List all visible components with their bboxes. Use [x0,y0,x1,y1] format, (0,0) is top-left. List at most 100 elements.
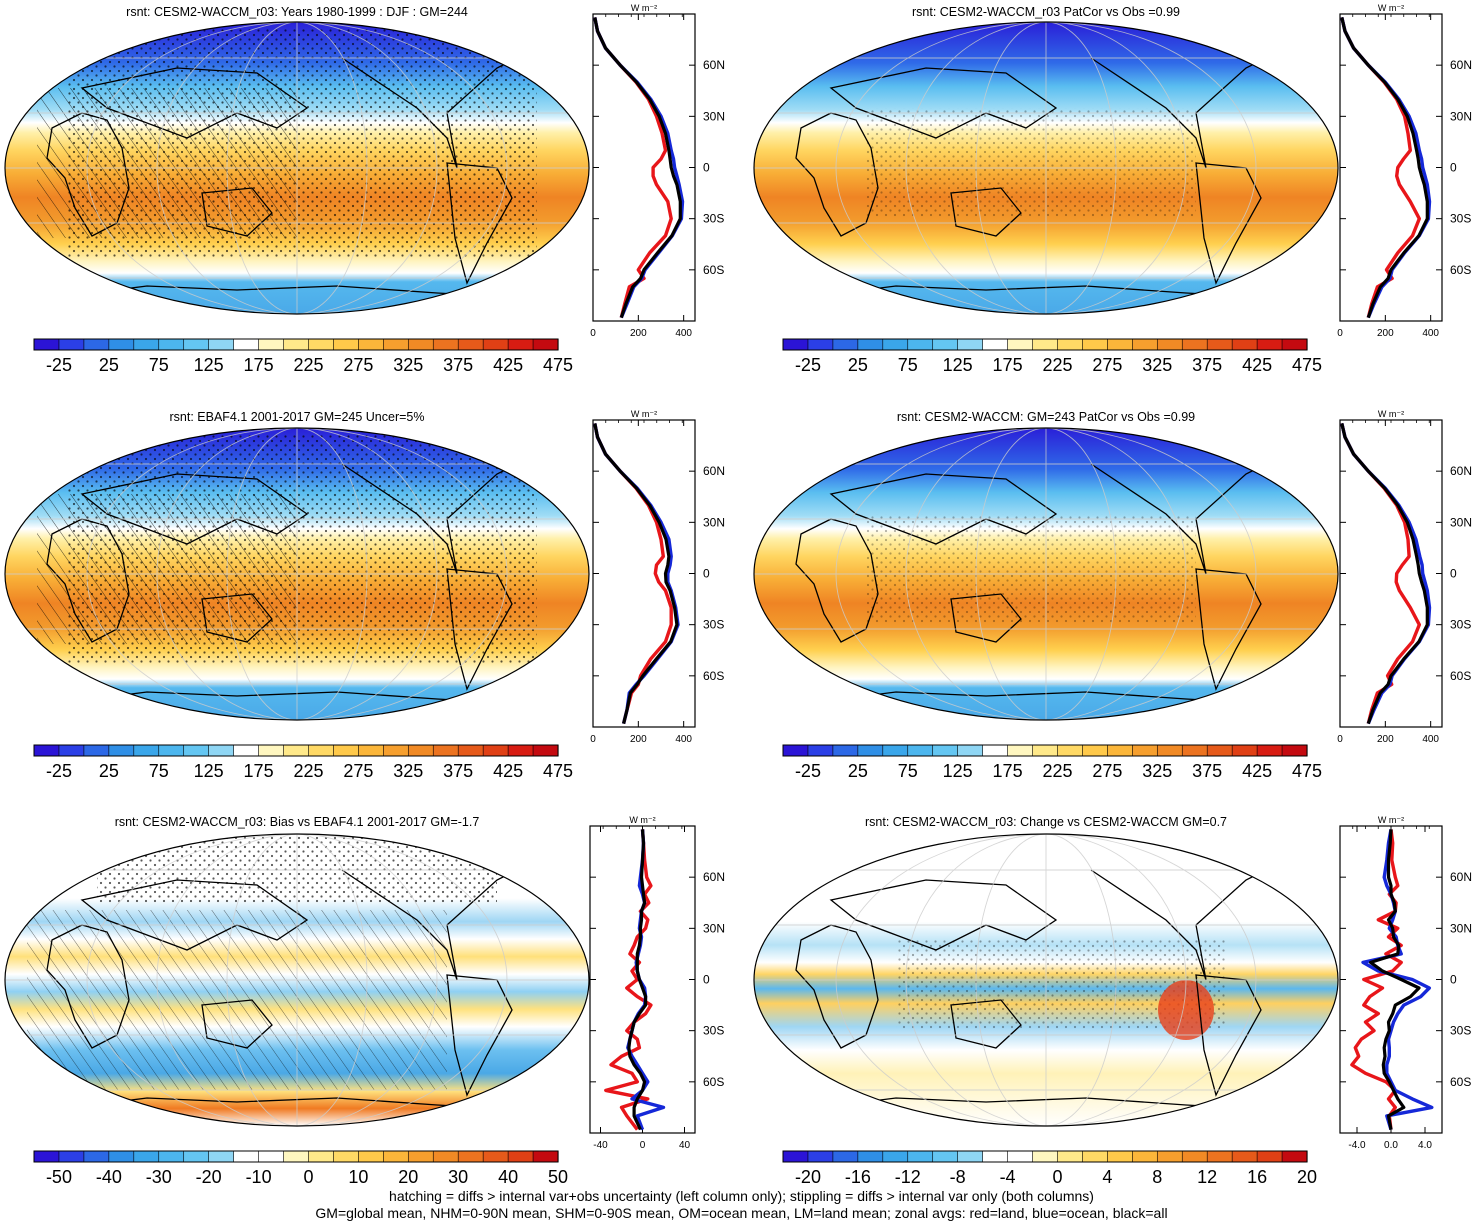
colorbar-box-8 [233,744,260,757]
panel-0-title: rsnt: CESM2-WACCM_r03: Years 1980-1999 :… [126,5,468,19]
colorbar-box-9 [1007,744,1034,757]
colorbar-tick-label: 75 [898,355,918,375]
panel-3-zonal-mean: 0 200 400 W m⁻² 60N 30N 0 30S 60S [1337,409,1472,745]
colorbar-box-19 [1256,744,1283,757]
zonal-ytick-label: 0 [703,973,710,987]
panel-4-hatch-region [27,910,447,1090]
colorbar-box-15 [1156,1150,1183,1163]
colorbar-box-5 [907,744,934,757]
colorbar-box-2 [83,1150,110,1163]
colorbar-box-13 [358,744,384,757]
colorbar-tick-label: 75 [898,761,918,781]
colorbar-box-10 [1032,744,1059,757]
zonal-ytick-label: 0 [1450,973,1457,987]
colorbar-tick-label: -40 [96,1167,122,1187]
zonal-series-all [1340,17,1429,319]
colorbar-box-3 [857,1150,884,1163]
colorbar-box-8 [982,1150,1009,1163]
colorbar-tick-label: 275 [343,355,373,375]
panel-4: rsnt: CESM2-WACCM_r03: Bias vs EBAF4.1 2… [4,815,725,1187]
colorbar-tick-label: 175 [993,355,1023,375]
colorbar-tick-label: 40 [498,1167,518,1187]
colorbar-box-17 [457,1150,484,1163]
panel-1-title: rsnt: CESM2-WACCM_r03 PatCor vs Obs =0.9… [912,5,1180,19]
colorbar-box-0 [782,338,809,351]
colorbar-box-11 [1057,1150,1084,1163]
colorbar-box-13 [1107,744,1133,757]
colorbar-box-20 [532,338,559,351]
colorbar-box-17 [1206,744,1233,757]
colorbar-box-2 [832,744,859,757]
colorbar-box-2 [832,338,859,351]
colorbar-frame [782,744,1308,757]
panel-5-hotspot [1158,980,1214,1040]
zonal-xtick-label: 0 [640,1140,646,1151]
colorbar-box-18 [1231,338,1258,351]
panel-4-title: rsnt: CESM2-WACCM_r03: Bias vs EBAF4.1 2… [115,815,480,829]
colorbar-box-16 [432,744,459,757]
colorbar-box-18 [1231,1150,1258,1163]
colorbar-tick-label: -8 [950,1167,966,1187]
panel-1-stipple-region [866,108,1196,218]
colorbar-tick-label: 20 [398,1167,418,1187]
zonal-frame [592,419,696,728]
panel-2-title: rsnt: EBAF4.1 2001-2017 GM=245 Uncer=5% [169,410,424,424]
colorbar-box-20 [532,1150,559,1163]
panel-3: rsnt: CESM2-WACCM: GM=243 PatCor vs Obs … [753,409,1472,781]
colorbar-tick-label: 275 [343,761,373,781]
colorbar-box-8 [982,338,1009,351]
zonal-series-all [1369,829,1421,1130]
colorbar-box-6 [932,338,959,351]
colorbar-box-20 [1281,338,1308,351]
colorbar-box-12 [333,338,359,351]
panel-0-colorbar: -25 25 75 125 175 225 275 325 375 425 475 [33,338,573,375]
colorbar-box-7 [208,338,235,351]
colorbar-tick-label: -25 [46,355,72,375]
colorbar-box-11 [308,744,335,757]
zonal-ytick-label: 30S [703,618,724,632]
colorbar-box-10 [283,338,310,351]
colorbar-box-3 [108,1150,135,1163]
zonal-xtick-label: 200 [630,328,647,339]
colorbar-box-8 [233,1150,260,1163]
colorbar-box-3 [108,338,135,351]
colorbar-box-2 [83,744,110,757]
zonal-xtick-label: 0 [1337,328,1343,339]
panel-4-zonal-mean: -40 0 40 W m⁻² 60N 30N 0 30S 60S [589,815,725,1151]
zonal-ytick-label: 60S [1450,669,1471,683]
colorbar-box-5 [907,1150,934,1163]
colorbar-tick-label: 125 [943,761,973,781]
colorbar-box-11 [1057,744,1084,757]
panel-5-title: rsnt: CESM2-WACCM_r03: Change vs CESM2-W… [865,815,1227,829]
colorbar-box-5 [158,744,185,757]
panel-2-zonal-mean: 0 200 400 W m⁻² 60N 30N 0 30S 60S [590,409,725,745]
zonal-ytick-label: 30S [1450,1024,1471,1038]
panel-0: rsnt: CESM2-WACCM_r03: Years 1980-1999 :… [4,3,725,375]
colorbar-box-9 [258,744,285,757]
panel-2-colorbar: -25 25 75 125 175 225 275 325 375 425 475 [33,744,573,781]
colorbar-box-20 [1281,744,1308,757]
zonal-ytick-label: 60S [1450,263,1471,277]
colorbar-box-4 [133,1150,160,1163]
zonal-ytick-label: 60N [703,464,725,478]
zonal-xtick-label: 400 [1422,328,1439,339]
colorbar-tick-label: 225 [293,761,323,781]
colorbar-box-6 [932,1150,959,1163]
colorbar-box-3 [108,744,135,757]
colorbar-box-12 [1082,744,1108,757]
colorbar-tick-label: 325 [1142,355,1172,375]
colorbar-box-18 [482,744,509,757]
colorbar-tick-label: 475 [1292,355,1322,375]
colorbar-box-12 [333,744,359,757]
zonal-ytick-label: 60N [1450,58,1472,72]
colorbar-tick-label: 225 [293,355,323,375]
colorbar-tick-label: 25 [99,355,119,375]
zonal-ytick-label: 60N [703,58,725,72]
zonal-ytick-label: 60N [1450,870,1472,884]
panel-5-zonal-mean: -4.0 0.0 4.0 W m⁻² 60N 30N 0 30S 60S [1339,815,1472,1151]
colorbar-box-7 [957,1150,984,1163]
zonal-xtick-label: -40 [593,1140,608,1151]
colorbar-tick-label: 225 [1042,761,1072,781]
colorbar-box-11 [308,338,335,351]
colorbar-box-4 [133,744,160,757]
